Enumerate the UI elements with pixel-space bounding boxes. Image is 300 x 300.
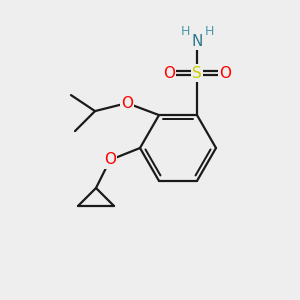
Text: N: N bbox=[191, 34, 203, 49]
Text: O: O bbox=[121, 96, 133, 111]
Text: O: O bbox=[163, 66, 175, 81]
Text: H: H bbox=[204, 25, 214, 38]
Text: O: O bbox=[104, 152, 116, 167]
Text: O: O bbox=[219, 66, 231, 81]
Text: S: S bbox=[192, 66, 202, 81]
Text: H: H bbox=[180, 25, 190, 38]
